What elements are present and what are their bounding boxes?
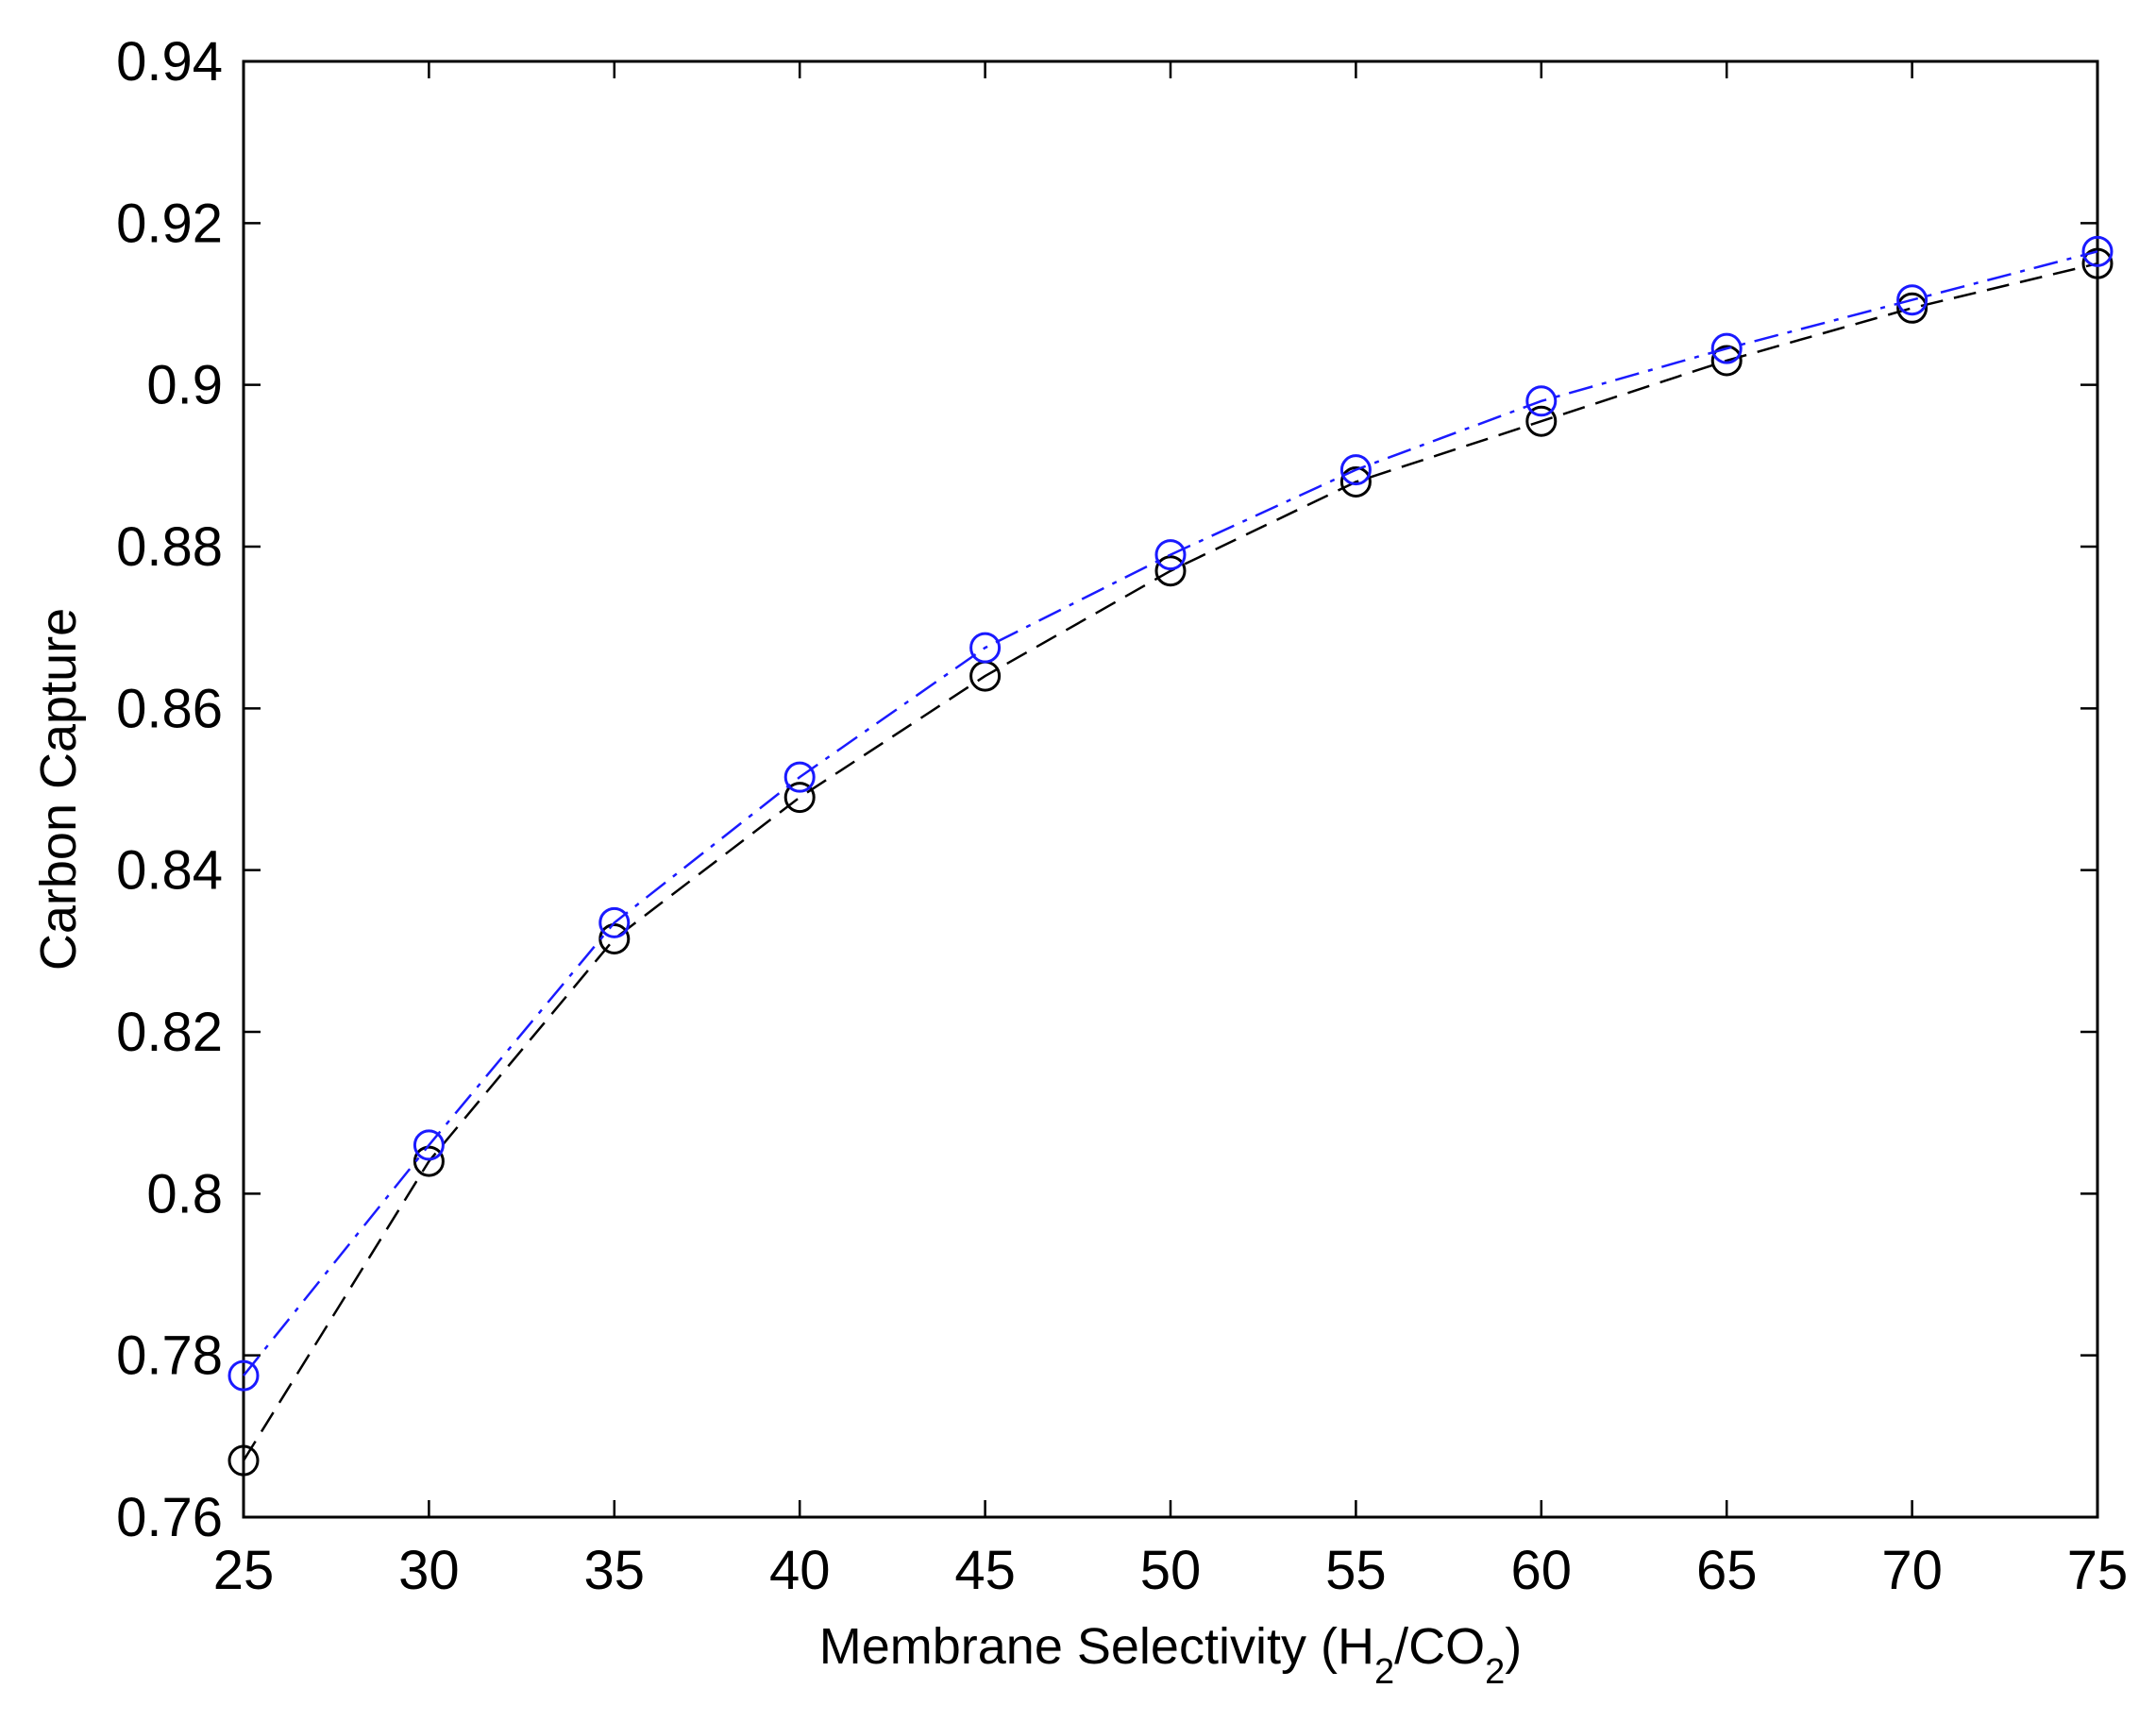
data-point <box>1525 385 1558 417</box>
y-axis-label: Carbon Capture <box>30 608 87 971</box>
x-tick-label: 45 <box>954 1540 1016 1601</box>
data-point <box>1710 332 1743 364</box>
y-tick-label: 0.76 <box>116 1487 223 1548</box>
series-line <box>243 250 2098 1376</box>
data-point <box>1710 345 1743 377</box>
data-point <box>1154 555 1187 587</box>
data-point <box>1154 539 1187 571</box>
data-point <box>227 1444 260 1477</box>
data-point <box>2081 247 2114 279</box>
x-ticks: 25 30 35 40 45 50 55 60 65 70 75 <box>213 61 2129 1601</box>
y-tick-label: 0.8 <box>146 1163 223 1224</box>
y-tick-label: 0.9 <box>146 355 223 416</box>
data-point <box>1525 405 1558 437</box>
data-point <box>413 1145 445 1177</box>
data-point <box>2081 235 2114 267</box>
data-point <box>1339 454 1372 486</box>
data-point <box>783 782 816 814</box>
x-tick-label: 55 <box>1325 1540 1387 1601</box>
plot-area <box>242 59 2099 1519</box>
x-tick-label: 30 <box>398 1540 460 1601</box>
x-tick-label: 60 <box>1511 1540 1573 1601</box>
y-tick-label: 0.88 <box>116 516 223 578</box>
y-tick-label: 0.82 <box>116 1002 223 1063</box>
y-tick-label: 0.92 <box>116 193 223 254</box>
data-point <box>1896 292 1929 324</box>
data-point <box>413 1129 445 1161</box>
data-point <box>969 632 1002 664</box>
data-point <box>1339 465 1372 498</box>
x-axis-label: Membrane Selectivity (H2/CO2) <box>819 1618 1522 1692</box>
x-tick-label: 50 <box>1140 1540 1202 1601</box>
x-tick-label: 35 <box>584 1540 646 1601</box>
data-point <box>227 1359 260 1392</box>
x-tick-label: 70 <box>1881 1540 1943 1601</box>
x-tick-label: 25 <box>213 1540 275 1601</box>
y-ticks: 0.76 0.78 0.8 0.82 0.84 0.86 0.88 0.9 0.92 0.94 <box>116 31 2097 1548</box>
series-layer <box>227 235 2114 1477</box>
series-2 <box>227 235 2114 1392</box>
y-tick-label: 0.94 <box>116 31 223 93</box>
y-tick-label: 0.84 <box>116 840 223 902</box>
y-tick-label: 0.78 <box>116 1325 223 1387</box>
data-point <box>1896 284 1929 316</box>
data-point <box>783 761 816 793</box>
x-tick-label: 65 <box>1696 1540 1758 1601</box>
data-point <box>598 906 631 938</box>
x-tick-label: 75 <box>2067 1540 2129 1601</box>
y-tick-label: 0.86 <box>116 678 223 739</box>
x-tick-label: 40 <box>769 1540 831 1601</box>
series-line <box>242 262 2098 1461</box>
